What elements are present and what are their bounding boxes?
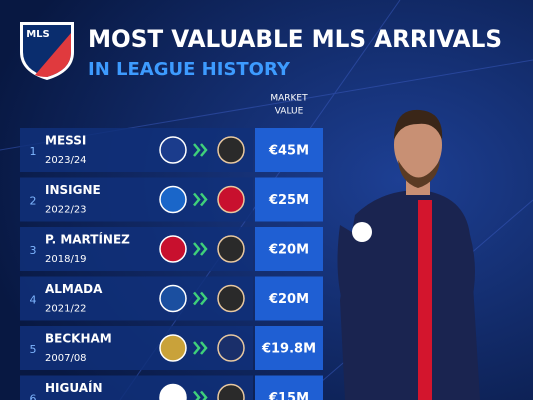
from-club-logo [159,334,187,362]
rank: 4 [30,294,37,307]
transfer-arrow [193,341,208,355]
row-panel [20,227,253,271]
value-box [255,326,323,370]
rank: 3 [30,244,37,257]
to-club-logo [217,235,245,263]
to-club-logo [217,136,245,164]
season: 2022/23 [45,205,87,216]
from-club-logo [159,185,187,214]
transfer-arrow [193,242,208,256]
season: 2007/08 [45,353,87,364]
player-name: P. MARTÍNEZ [45,232,130,247]
value-box [255,276,323,321]
value-box [255,375,323,400]
row-panel [20,177,253,222]
season: 2021/22 [45,304,87,315]
player-name: BECKHAM [45,332,112,346]
market-value: €20M [268,292,309,307]
market-value: €20M [268,243,309,258]
value-box [255,128,323,172]
value-box [255,227,323,271]
transfer-arrow [193,390,208,400]
market-value: €15M [268,391,309,400]
rank: 5 [30,343,37,356]
title: MOST VALUABLE MLS ARRIVALS [88,25,502,53]
to-club-logo [217,284,245,313]
row-panel [20,375,253,400]
market-value: €25M [268,193,309,208]
mls-logo: MLS [20,22,74,80]
column-header: MARKET [270,94,308,104]
from-club-logo [159,284,187,313]
market-value: €19.8M [261,342,316,357]
transfer-arrow [193,143,208,157]
to-club-logo [217,383,245,400]
rank: 6 [30,393,37,400]
value-box [255,177,323,222]
from-club-logo [159,136,187,164]
player-name: ALMADA [45,282,103,296]
transfer-arrow [193,291,208,306]
column-header: VALUE [275,107,304,117]
to-club-logo [217,185,245,214]
market-value: €45M [268,144,309,159]
rank: 1 [30,145,37,158]
player-name: MESSI [45,134,86,148]
rank: 2 [30,195,37,208]
player-photo [337,109,480,400]
from-club-logo [159,235,187,263]
row-panel [20,326,253,370]
row-panel [20,128,253,172]
logo-text: MLS [26,29,50,40]
transfer-arrow [193,192,208,207]
season: 2018/19 [45,254,87,265]
row-panel [20,276,253,321]
to-club-logo [217,334,245,362]
season: 2023/24 [45,155,87,166]
player-name: INSIGNE [45,183,101,197]
rows: 1 MESSI 2023/24 €45M 2 INSIGNE 2022/23 €25M 3 P. … [20,128,323,400]
from-club-logo [159,383,187,400]
player-name: HIGUAÍN [45,380,103,395]
subtitle: IN LEAGUE HISTORY [88,59,291,80]
